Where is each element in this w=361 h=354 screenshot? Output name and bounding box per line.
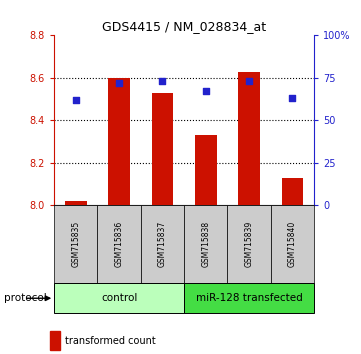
- Point: [246, 79, 252, 84]
- Text: miR-128 transfected: miR-128 transfected: [196, 293, 303, 303]
- Text: GSM715836: GSM715836: [115, 221, 123, 267]
- Text: transformed count: transformed count: [65, 336, 156, 346]
- Point: [116, 80, 122, 86]
- Bar: [97, 205, 141, 283]
- Point: [160, 79, 165, 84]
- Text: protocol: protocol: [4, 293, 46, 303]
- Bar: [50, 331, 60, 350]
- Point: [73, 97, 79, 103]
- Point: [203, 88, 209, 94]
- Bar: [184, 205, 227, 283]
- Bar: [282, 178, 303, 205]
- Point: [290, 96, 295, 101]
- Bar: [184, 283, 314, 313]
- Text: GSM715835: GSM715835: [71, 221, 80, 267]
- Bar: [65, 201, 87, 205]
- Bar: [152, 93, 173, 205]
- Text: GSM715838: GSM715838: [201, 221, 210, 267]
- Text: GSM715840: GSM715840: [288, 221, 297, 267]
- Bar: [271, 205, 314, 283]
- Text: GSM715837: GSM715837: [158, 221, 167, 267]
- Bar: [238, 72, 260, 205]
- Bar: [195, 135, 217, 205]
- Text: control: control: [101, 293, 137, 303]
- Bar: [54, 205, 97, 283]
- Bar: [141, 205, 184, 283]
- Text: GSM715839: GSM715839: [245, 221, 253, 267]
- Bar: [108, 78, 130, 205]
- Bar: [227, 205, 271, 283]
- Bar: [54, 283, 184, 313]
- Title: GDS4415 / NM_028834_at: GDS4415 / NM_028834_at: [102, 20, 266, 33]
